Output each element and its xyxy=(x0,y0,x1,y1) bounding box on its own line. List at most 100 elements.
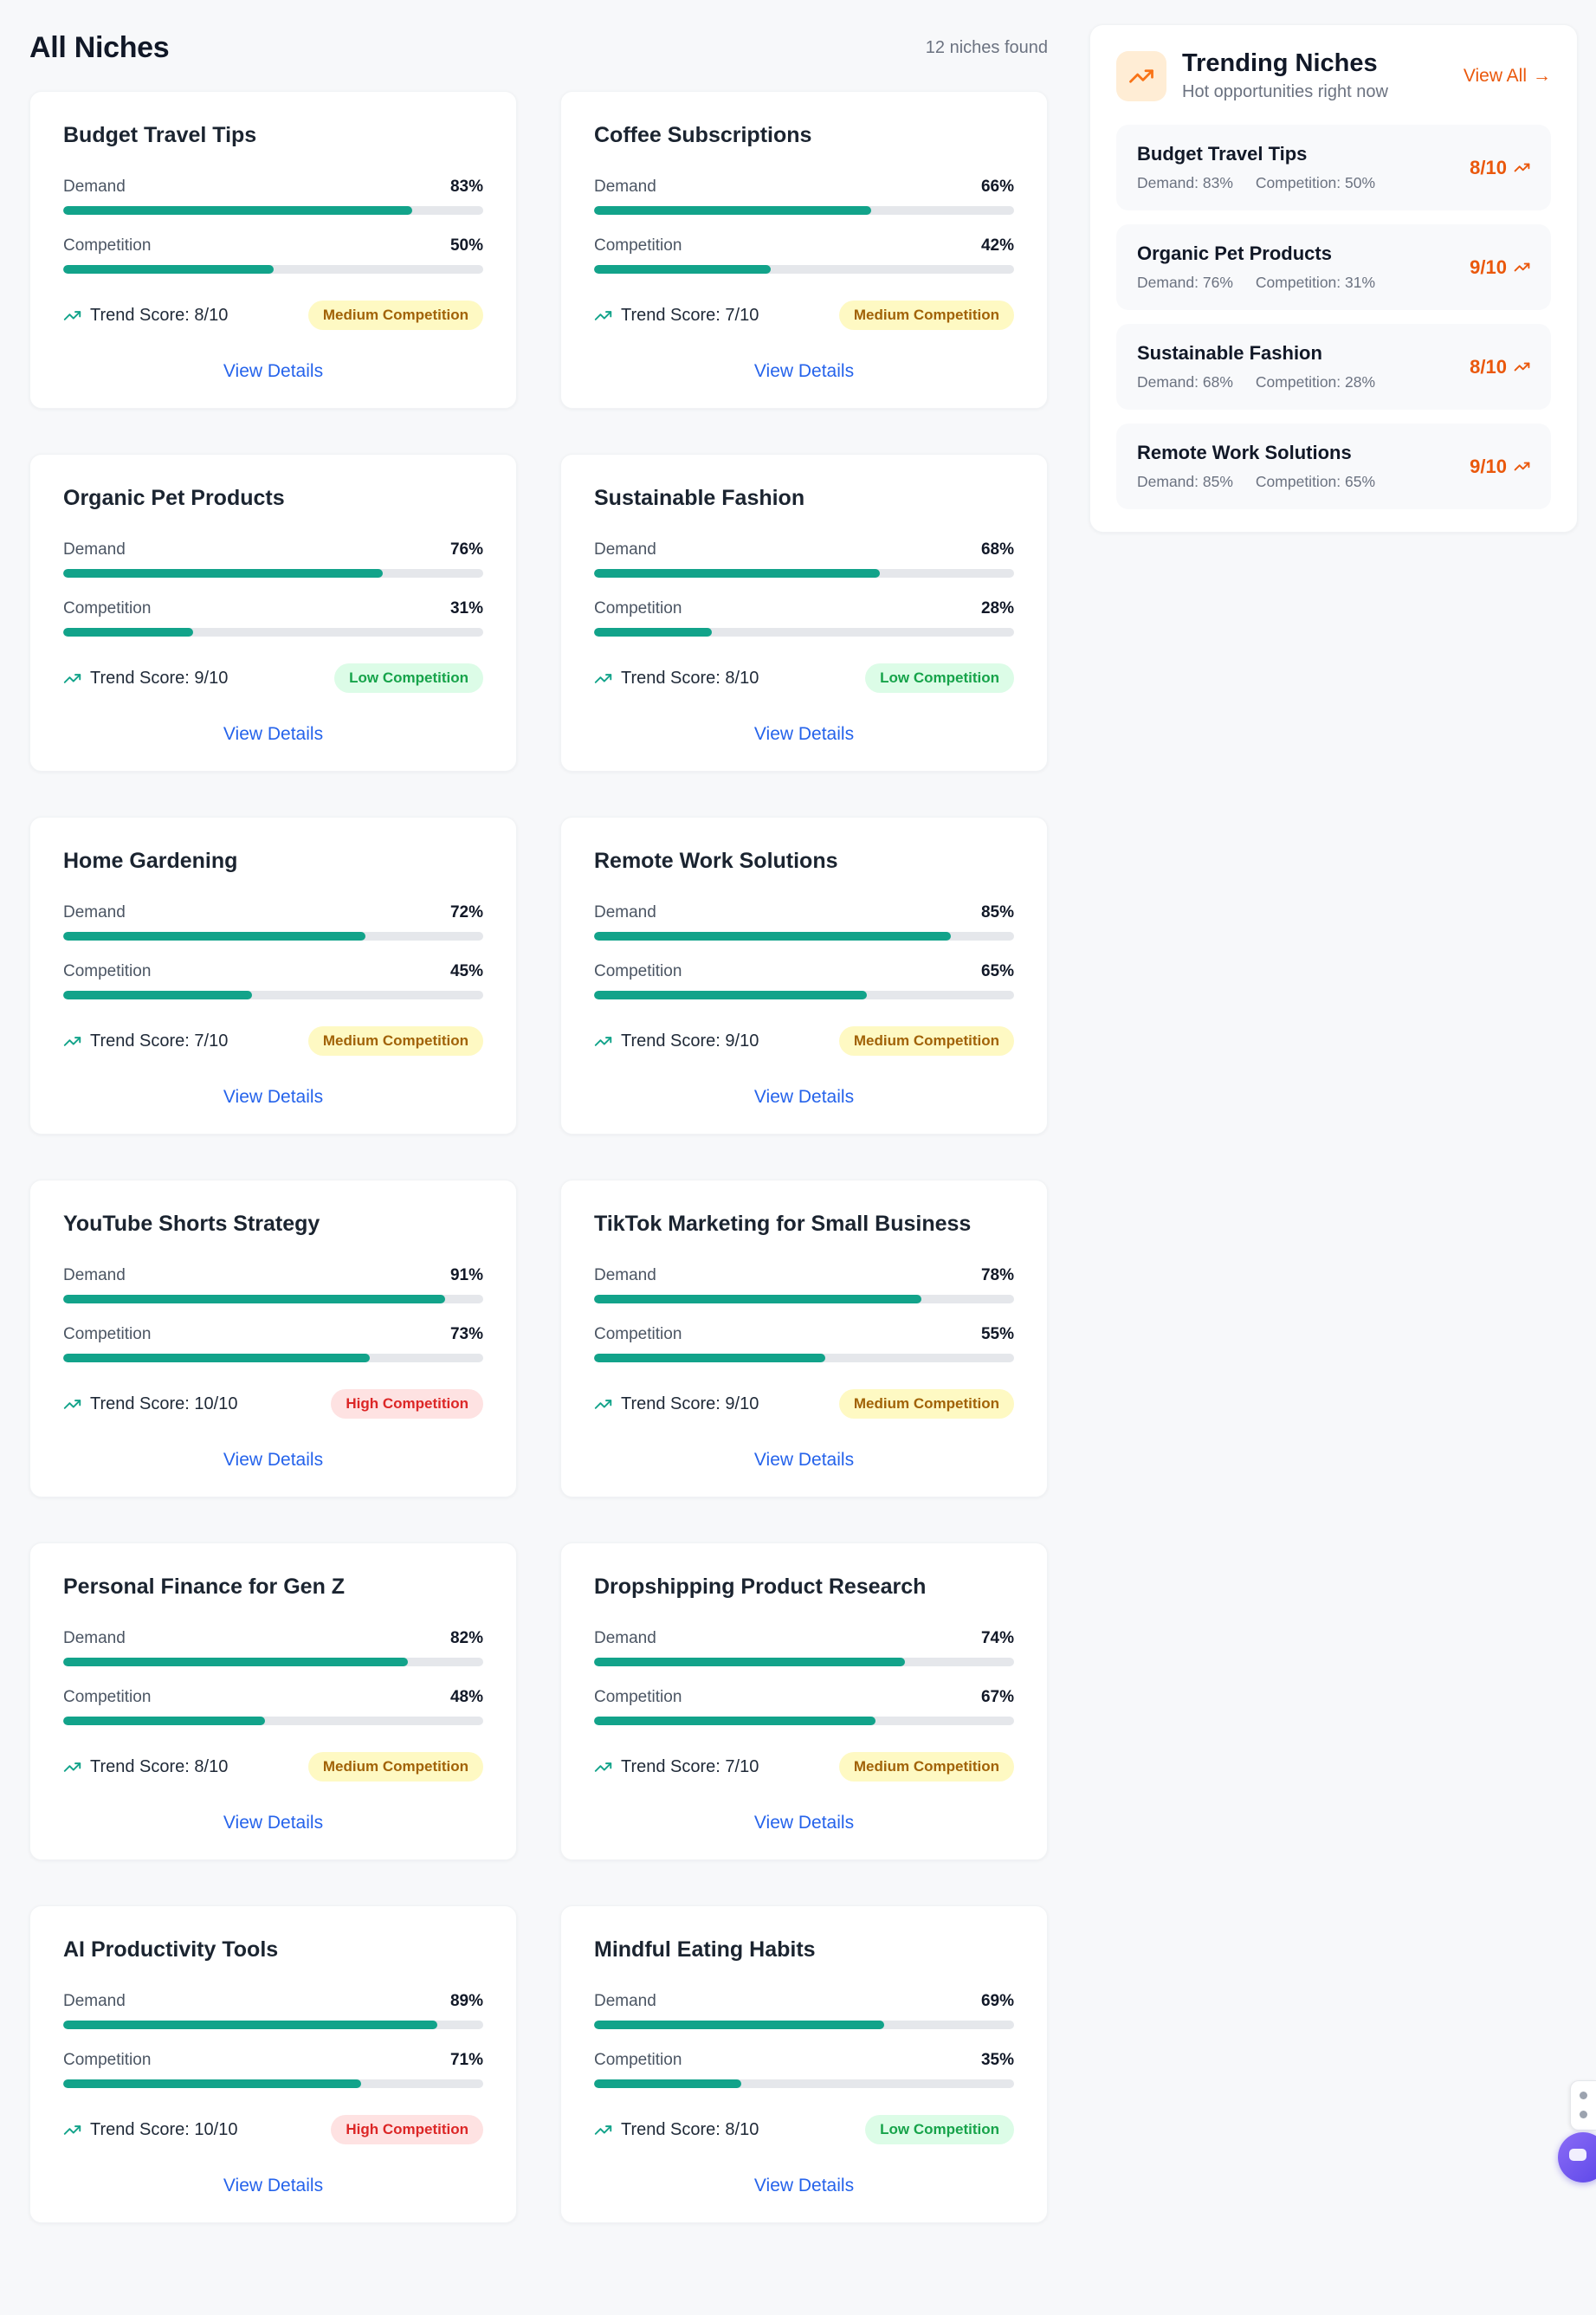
demand-bar-fill xyxy=(63,932,366,941)
view-details-link[interactable]: View Details xyxy=(223,361,324,381)
competition-bar xyxy=(63,1354,483,1362)
demand-metric: Demand 83% xyxy=(63,178,483,215)
chat-widget-button[interactable] xyxy=(1558,2132,1596,2182)
trending-item-score-value: 9/10 xyxy=(1470,455,1507,477)
niche-card: Budget Travel Tips Demand 83% Competitio… xyxy=(29,91,517,409)
trending-item[interactable]: Sustainable Fashion Demand: 68% Competit… xyxy=(1116,324,1551,410)
view-details-link[interactable]: View Details xyxy=(753,724,855,744)
view-details-link[interactable]: View Details xyxy=(753,2176,855,2195)
demand-label: Demand xyxy=(63,1629,126,1647)
competition-bar-fill xyxy=(594,265,771,274)
competition-label: Competition xyxy=(594,599,682,618)
competition-badge: Medium Competition xyxy=(307,301,483,330)
competition-value: 50% xyxy=(449,236,483,255)
demand-bar xyxy=(63,1295,483,1303)
view-details-link[interactable]: View Details xyxy=(223,1087,324,1107)
niche-card: Remote Work Solutions Demand 85% Competi… xyxy=(560,817,1048,1135)
demand-value: 72% xyxy=(449,903,483,921)
competition-metric: Competition 31% xyxy=(63,599,483,637)
competition-label: Competition xyxy=(63,1325,152,1343)
competition-bar-fill xyxy=(594,1354,825,1362)
demand-label: Demand xyxy=(594,1266,656,1284)
demand-metric: Demand 72% xyxy=(63,903,483,941)
demand-bar-fill xyxy=(594,932,952,941)
view-details-link[interactable]: View Details xyxy=(223,1450,324,1470)
trending-item[interactable]: Organic Pet Products Demand: 76% Competi… xyxy=(1116,224,1551,310)
competition-bar-fill xyxy=(63,1354,371,1362)
competition-label: Competition xyxy=(594,1688,682,1706)
trending-list: Budget Travel Tips Demand: 83% Competiti… xyxy=(1116,125,1551,509)
demand-bar-fill xyxy=(63,206,412,215)
side-widget-tab[interactable] xyxy=(1570,2080,1596,2131)
view-details-link[interactable]: View Details xyxy=(753,1813,855,1833)
niche-card: Mindful Eating Habits Demand 69% Competi… xyxy=(560,1905,1048,2223)
trend-score: Trend Score: 8/10 xyxy=(90,305,229,325)
trending-up-icon xyxy=(1116,50,1166,101)
trending-item[interactable]: Budget Travel Tips Demand: 83% Competiti… xyxy=(1116,125,1551,210)
demand-metric: Demand 78% xyxy=(594,1266,1014,1303)
competition-bar xyxy=(63,265,483,274)
competition-label: Competition xyxy=(63,2051,152,2069)
demand-bar xyxy=(63,569,483,578)
view-details-link[interactable]: View Details xyxy=(223,1813,324,1833)
demand-metric: Demand 66% xyxy=(594,178,1014,215)
niche-title: Dropshipping Product Research xyxy=(594,1575,927,1599)
demand-value: 69% xyxy=(980,1992,1014,2010)
demand-value: 82% xyxy=(449,1629,483,1647)
trend-score: Trend Score: 7/10 xyxy=(621,1756,759,1776)
competition-value: 35% xyxy=(980,2051,1014,2069)
trending-up-icon xyxy=(594,1762,612,1772)
competition-bar-fill xyxy=(594,991,868,999)
competition-metric: Competition 67% xyxy=(594,1688,1014,1725)
view-details-link[interactable]: View Details xyxy=(753,1087,855,1107)
demand-bar-fill xyxy=(63,1658,408,1666)
competition-label: Competition xyxy=(594,236,682,255)
trend-score: Trend Score: 9/10 xyxy=(621,1031,759,1051)
trending-item[interactable]: Remote Work Solutions Demand: 85% Compet… xyxy=(1116,424,1551,509)
demand-bar-fill xyxy=(594,569,880,578)
competition-bar-fill xyxy=(594,1717,876,1725)
results-count: 12 niches found xyxy=(925,38,1048,57)
trending-up-icon xyxy=(594,2124,612,2135)
demand-metric: Demand 91% xyxy=(63,1266,483,1303)
competition-bar-fill xyxy=(63,628,194,637)
trending-item-competition: Competition: 31% xyxy=(1255,274,1376,291)
niche-grid: Budget Travel Tips Demand 83% Competitio… xyxy=(29,91,1048,2223)
niche-title: Home Gardening xyxy=(63,849,238,873)
niche-card: AI Productivity Tools Demand 89% Competi… xyxy=(29,1905,517,2223)
demand-bar-fill xyxy=(594,1658,905,1666)
competition-badge: High Competition xyxy=(331,2115,483,2144)
trending-item-score: 9/10 xyxy=(1470,256,1530,279)
competition-value: 42% xyxy=(980,236,1014,255)
trending-up-icon xyxy=(63,1036,81,1046)
demand-metric: Demand 74% xyxy=(594,1629,1014,1666)
competition-bar xyxy=(63,2079,483,2088)
trend-score: Trend Score: 8/10 xyxy=(621,668,759,688)
demand-label: Demand xyxy=(594,1629,656,1647)
competition-bar-fill xyxy=(63,991,253,999)
view-details-link[interactable]: View Details xyxy=(753,1450,855,1470)
trending-item-demand: Demand: 76% xyxy=(1137,274,1233,291)
demand-value: 66% xyxy=(980,178,1014,196)
competition-badge: Medium Competition xyxy=(838,1752,1014,1782)
demand-metric: Demand 82% xyxy=(63,1629,483,1666)
niche-title: Personal Finance for Gen Z xyxy=(63,1575,346,1599)
view-details-link[interactable]: View Details xyxy=(753,361,855,381)
demand-value: 83% xyxy=(449,178,483,196)
niche-card: Organic Pet Products Demand 76% Competit… xyxy=(29,454,517,772)
trending-item-demand: Demand: 68% xyxy=(1137,373,1233,391)
competition-bar-fill xyxy=(63,2079,362,2088)
competition-value: 65% xyxy=(980,962,1014,980)
niche-title: Organic Pet Products xyxy=(63,486,285,510)
demand-bar xyxy=(594,1295,1014,1303)
demand-label: Demand xyxy=(594,178,656,196)
view-details-link[interactable]: View Details xyxy=(223,724,324,744)
sidebar: Trending Niches Hot opportunities right … xyxy=(1089,24,1578,533)
competition-metric: Competition 28% xyxy=(594,599,1014,637)
competition-bar-fill xyxy=(63,265,274,274)
demand-bar-fill xyxy=(594,2021,884,2029)
trending-up-icon xyxy=(594,310,612,320)
niche-card: Sustainable Fashion Demand 68% Competiti… xyxy=(560,454,1048,772)
view-details-link[interactable]: View Details xyxy=(223,2176,324,2195)
view-all-link[interactable]: View All → xyxy=(1464,66,1551,87)
